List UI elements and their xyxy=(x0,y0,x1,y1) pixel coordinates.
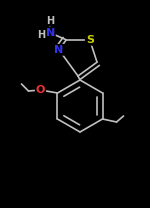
Text: S: S xyxy=(86,35,94,45)
Text: H: H xyxy=(46,16,54,26)
Text: N: N xyxy=(54,45,64,55)
Text: O: O xyxy=(36,85,45,95)
Text: H: H xyxy=(37,30,45,40)
Text: N: N xyxy=(46,28,55,38)
